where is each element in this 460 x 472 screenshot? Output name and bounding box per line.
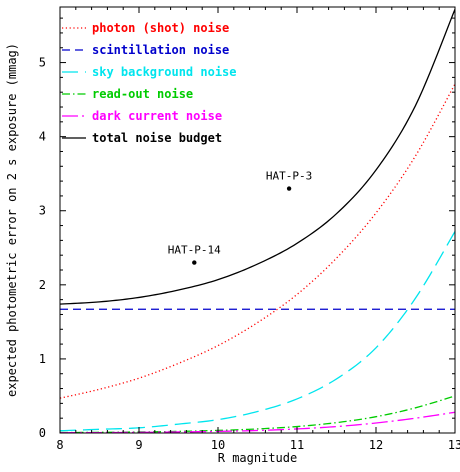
y-tick-label: 0 [39,426,46,440]
curves-layer [60,8,455,433]
point-label-hat-p-14: HAT-P-14 [168,244,221,257]
legend-label-sky-background-noise: sky background noise [92,65,237,79]
legend-label-total-noise-budget: total noise budget [92,131,222,145]
point-hat-p-3 [286,186,292,191]
legend: photon (shot) noise scintillation noise sk… [62,21,237,145]
points-layer: HAT-P-14 HAT-P-3 [168,170,312,265]
legend-label-dark-current-noise: dark current noise [92,109,222,123]
x-axis-label: R magnitude [218,451,297,465]
y-tick-label: 1 [39,352,46,366]
x-tick-label: 13 [448,438,460,452]
x-tick-label: 9 [135,438,142,452]
series-line-read-out-noise [60,395,455,433]
x-tick-label: 10 [211,438,225,452]
legend-label-read-out-noise: read-out noise [92,87,193,101]
y-tick-label: 3 [39,204,46,218]
point-label-hat-p-3: HAT-P-3 [266,170,312,183]
plot-frame [59,6,456,434]
x-tick-label: 12 [369,438,383,452]
series-line-sky-background-noise [60,231,455,432]
legend-label-scintillation-noise: scintillation noise [92,43,229,57]
y-tick-label: 4 [39,130,46,144]
x-tick-label: 8 [56,438,63,452]
y-tick-label: 5 [39,56,46,70]
point-hat-p-14 [192,260,197,265]
series-line-total-noise-budget [60,8,455,305]
series-line-dark-current-noise [60,411,455,433]
y-axis-label: expected photometric error on 2 s exposu… [5,43,19,397]
y-tick-label: 2 [39,278,46,292]
x-tick-label: 11 [290,438,304,452]
legend-label-photon-shot-noise: photon (shot) noise [92,21,229,35]
